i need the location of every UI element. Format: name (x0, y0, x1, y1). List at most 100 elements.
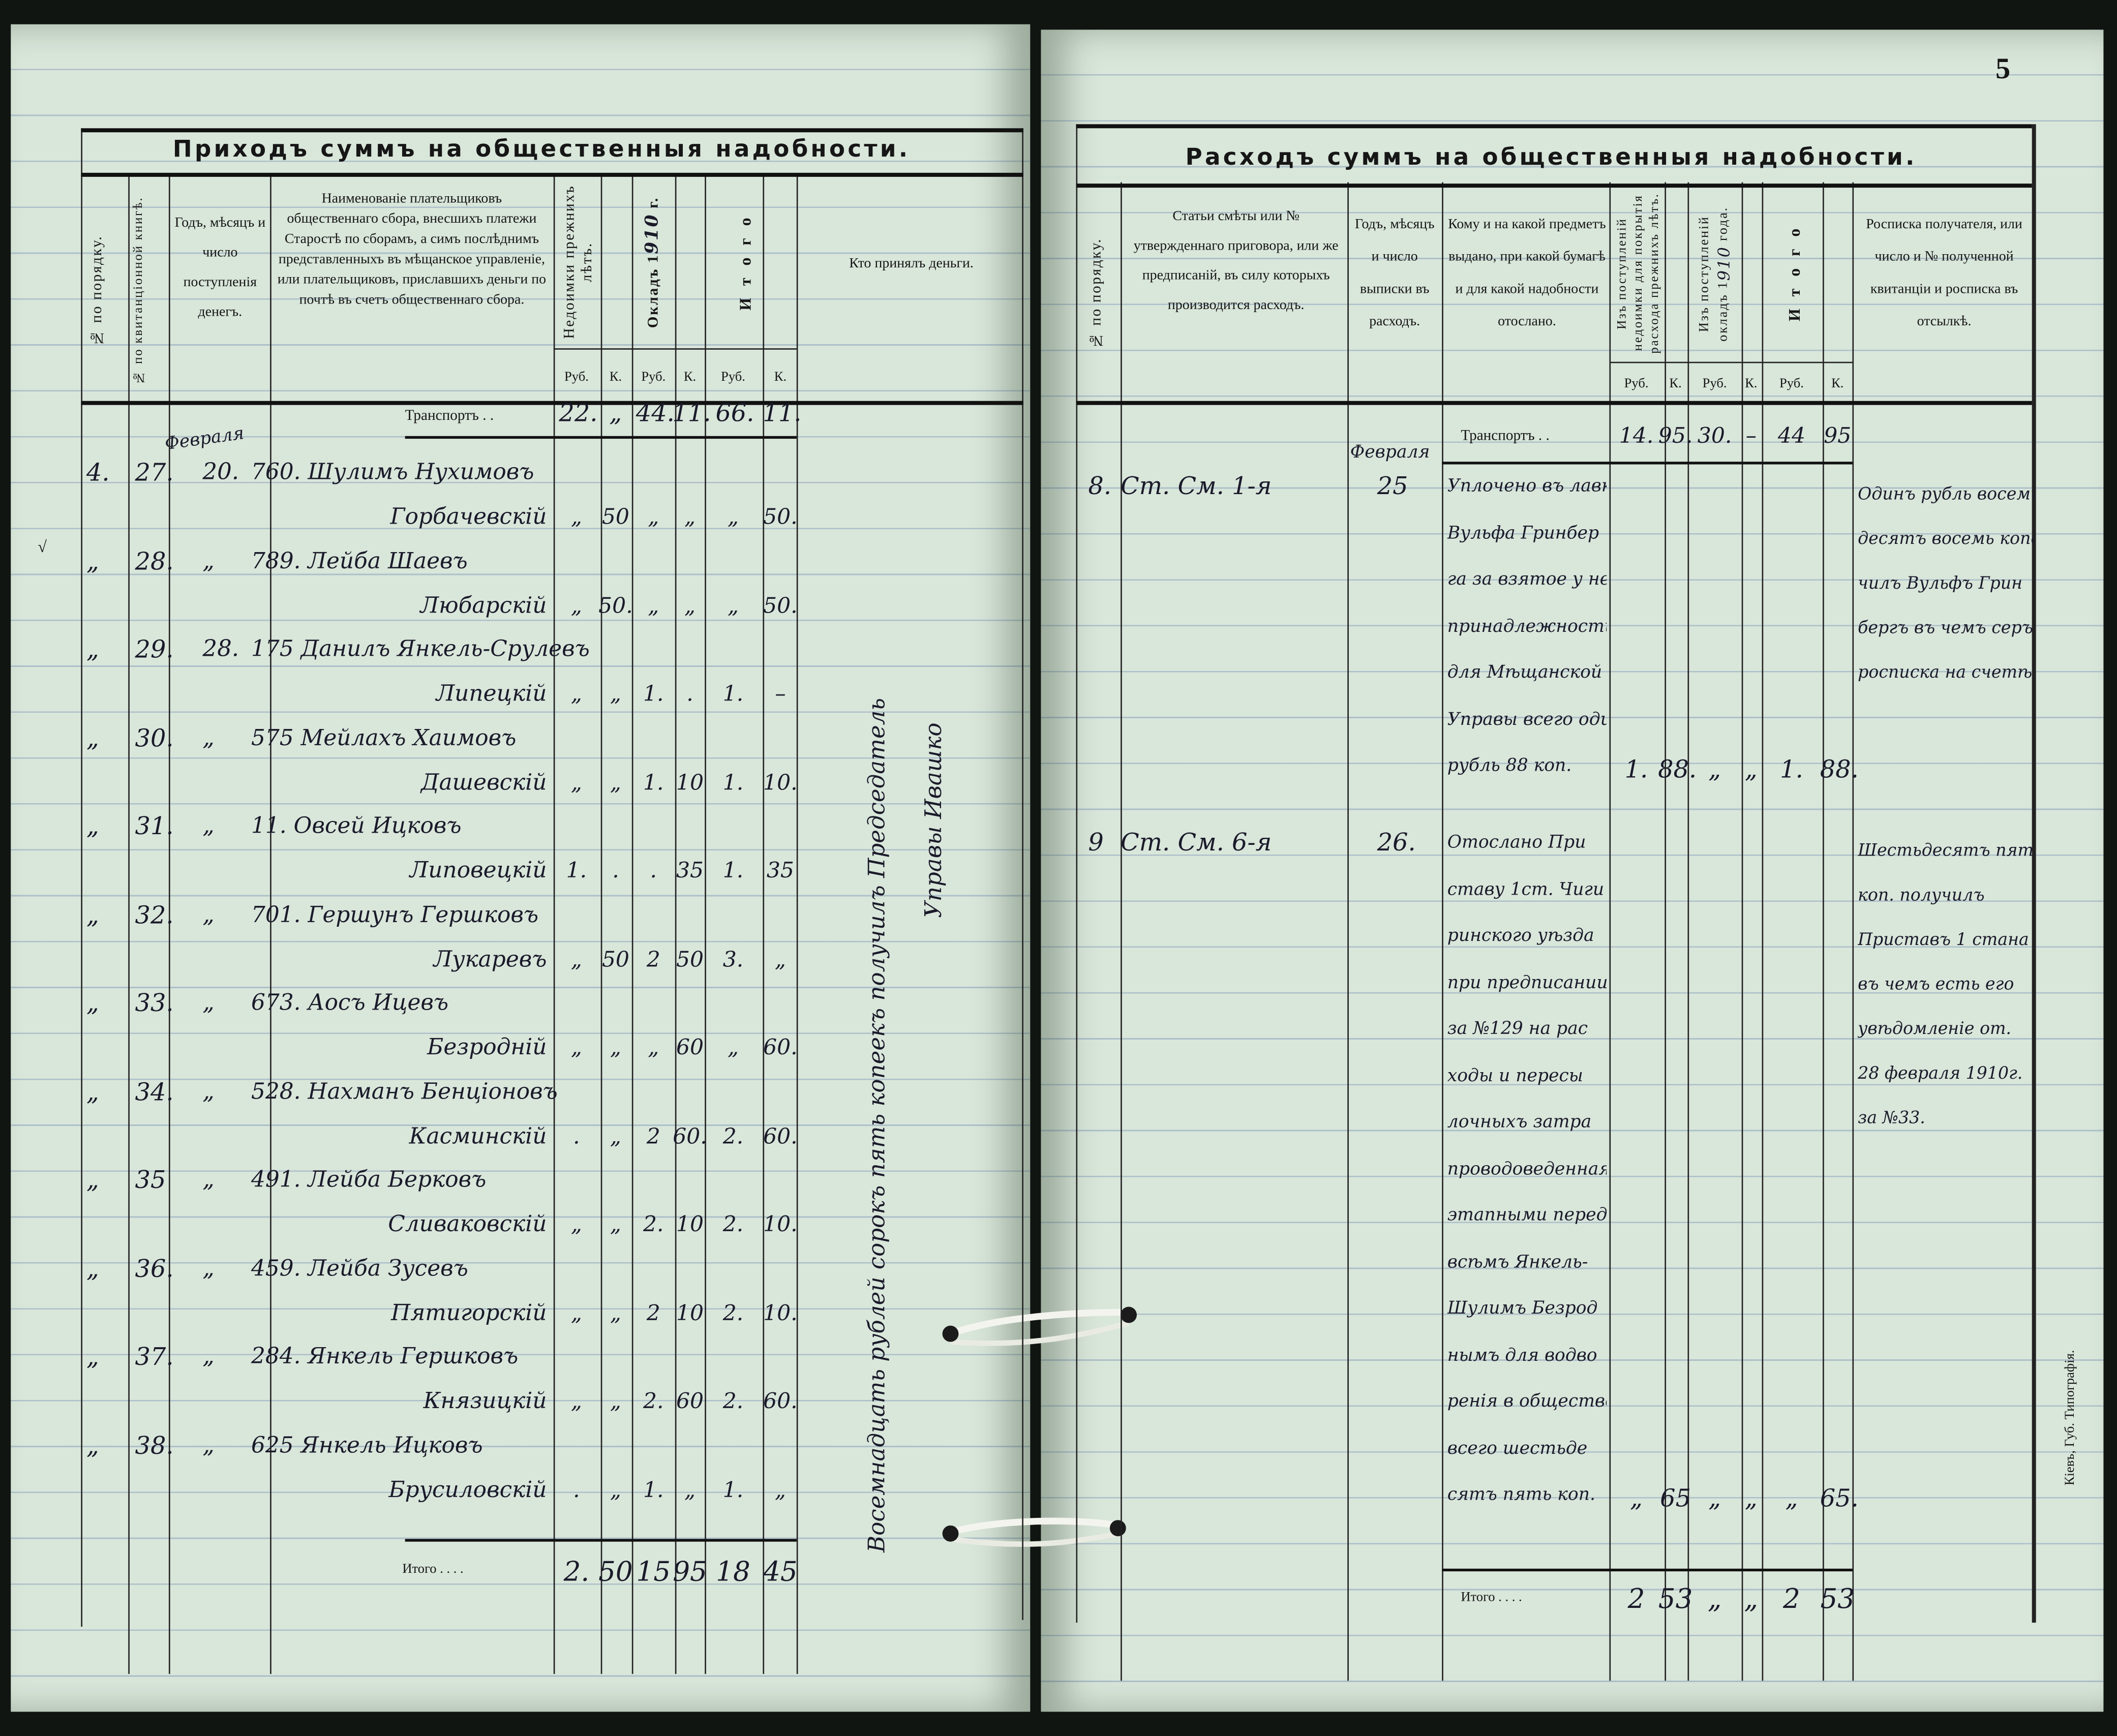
amount-cell: „ (1708, 1485, 1721, 1513)
amount-cell: 60. (673, 1122, 707, 1148)
payer-name: 701. Гершунъ Гершковъ (251, 901, 539, 927)
expense-description-line: ренія в общество (1447, 1391, 1607, 1412)
amount-cell: 88. (1658, 756, 1697, 784)
total-amount: 53 (1820, 1582, 1855, 1615)
expense-description-line: Уплочено въ лавку (1447, 476, 1607, 497)
amount-cell: 2. (643, 1211, 664, 1237)
rub-label: Руб. (1779, 376, 1804, 392)
payer-name: 491. Лейба Берковъ (251, 1166, 487, 1192)
payer-surname: Князицкій (423, 1387, 547, 1414)
amount-cell: „ (570, 769, 582, 795)
column-rule (763, 175, 765, 1674)
receipt-line: коп. получилъ (1858, 884, 1985, 905)
amount-cell: 1. (643, 769, 664, 795)
amount-cell: 2. (643, 1387, 664, 1414)
column-rule (675, 175, 677, 1674)
transport-amount: 11. (672, 400, 711, 428)
amount-cell: „ (570, 1387, 582, 1414)
amount-cell: „ (727, 503, 739, 529)
payer-name: 575 Мейлахъ Хаимовъ (251, 724, 517, 750)
receipt-number: 27. (135, 459, 174, 488)
amount-cell: „ (610, 680, 621, 706)
row-number: „ (86, 1432, 99, 1460)
total-label: Итого . . . . (1461, 1590, 1522, 1605)
amount-cell: „ (610, 1122, 621, 1148)
receipt-line: Приставъ 1 стана (1858, 929, 2029, 949)
receipt-number: 38. (135, 1432, 174, 1460)
amount-cell: „ (570, 503, 582, 529)
income-title: Приходъ суммъ на общественныя надобности… (172, 136, 911, 164)
receipt-number: 30. (135, 724, 174, 753)
payer-surname: Безродній (427, 1034, 547, 1060)
amount-cell: 10 (676, 1299, 704, 1325)
amount-cell: „ (1744, 1485, 1758, 1513)
row-rule (1076, 124, 2032, 129)
receipt-line: чилъ Вульфъ Грин (1858, 572, 2022, 593)
header-date: Годъ, мѣсяцъ и число поступленія денегъ. (174, 216, 266, 320)
receipt-line: въ чемъ есть его (1858, 973, 2014, 994)
payer-name: 175 Данилъ Янкель-Срулевъ (251, 635, 590, 662)
amount-cell: 10. (763, 769, 798, 795)
kop-label: К. (1669, 376, 1682, 392)
payer-surname: Горбачевскій (390, 503, 547, 529)
transport-amount: – (1745, 422, 1757, 448)
expense-description-line: рубль 88 коп. (1447, 756, 1572, 776)
amount-cell: „ (570, 1211, 582, 1237)
kop-label: К. (683, 370, 697, 385)
expense-description-line: ставу 1ст. Чиги (1447, 879, 1605, 900)
total-amount: 15 (636, 1555, 671, 1588)
amount-cell: „ (727, 1034, 739, 1060)
payment-date: „ (202, 812, 215, 840)
transport-amount: 22. (559, 400, 598, 428)
column-rule (1665, 182, 1667, 1681)
amount-cell: 1. (722, 769, 744, 795)
amount-cell: 65. (1820, 1485, 1859, 1513)
transport-amount: 14. (1619, 422, 1654, 448)
receipt-line: десятъ восемь копеекъ полу (1858, 528, 2033, 549)
transport-amount: 11. (763, 400, 802, 428)
amount-cell: 60. (763, 1387, 798, 1414)
rub-label: Руб. (641, 370, 666, 385)
payer-name: 459. Лейба Зусевъ (251, 1255, 468, 1281)
row-rule (405, 436, 797, 439)
payer-name: 673. Аосъ Ицевъ (251, 989, 449, 1016)
amount-cell: „ (610, 1387, 621, 1414)
kop-label: К. (1831, 376, 1844, 392)
amount-cell: 2 (646, 1299, 660, 1325)
amount-cell: 35 (766, 857, 794, 883)
row-rule (1442, 462, 1853, 465)
amount-cell: 88. (1820, 756, 1859, 784)
payer-name: 528. Нахманъ Бенціоновъ (251, 1078, 558, 1104)
transport-amount: 44 (1777, 422, 1805, 448)
amount-cell: 50. (763, 503, 798, 529)
row-number: „ (86, 724, 99, 753)
amount-cell: 50. (598, 592, 633, 618)
header-received-by: Кто принялъ деньги. (849, 256, 974, 271)
amount-cell: 10. (763, 1299, 798, 1325)
amount-cell: „ (648, 1034, 659, 1060)
amount-cell: 1. (722, 1476, 744, 1502)
receipt-number: 36. (135, 1255, 174, 1284)
amount-cell: 65 (1660, 1485, 1691, 1513)
header-article: Статьи смѣты или № утвержденнаго пригово… (1133, 209, 1339, 314)
expense-description-line: сятъ пять коп. (1447, 1485, 1595, 1505)
receipt-line: 28 февраля 1910г. (1858, 1062, 2023, 1083)
receipt-number: 34. (135, 1078, 174, 1107)
row-number: „ (86, 812, 99, 841)
column-rule (1442, 182, 1443, 1681)
transport-label: Транспортъ . . (1461, 428, 1550, 444)
rub-label: Руб. (564, 370, 589, 385)
amount-cell: „ (610, 1299, 621, 1325)
column-rule (1852, 182, 1854, 1681)
row-number: „ (86, 1078, 99, 1107)
payment-date: „ (202, 901, 215, 928)
payment-date: „ (202, 547, 215, 574)
amount-cell: 50. (763, 592, 798, 618)
receipt-line: бергъ въ чемъ серъ его (1858, 617, 2033, 637)
header-receipt: Росписка получателя, или число и № получ… (1866, 217, 2022, 329)
payment-date: 20. (202, 459, 239, 486)
amount-cell: „ (1708, 756, 1721, 784)
transport-amount: 95. (1658, 422, 1693, 448)
column-rule (1823, 182, 1824, 1681)
receipt-line: Шестьдесятъ пять (1858, 839, 2034, 860)
